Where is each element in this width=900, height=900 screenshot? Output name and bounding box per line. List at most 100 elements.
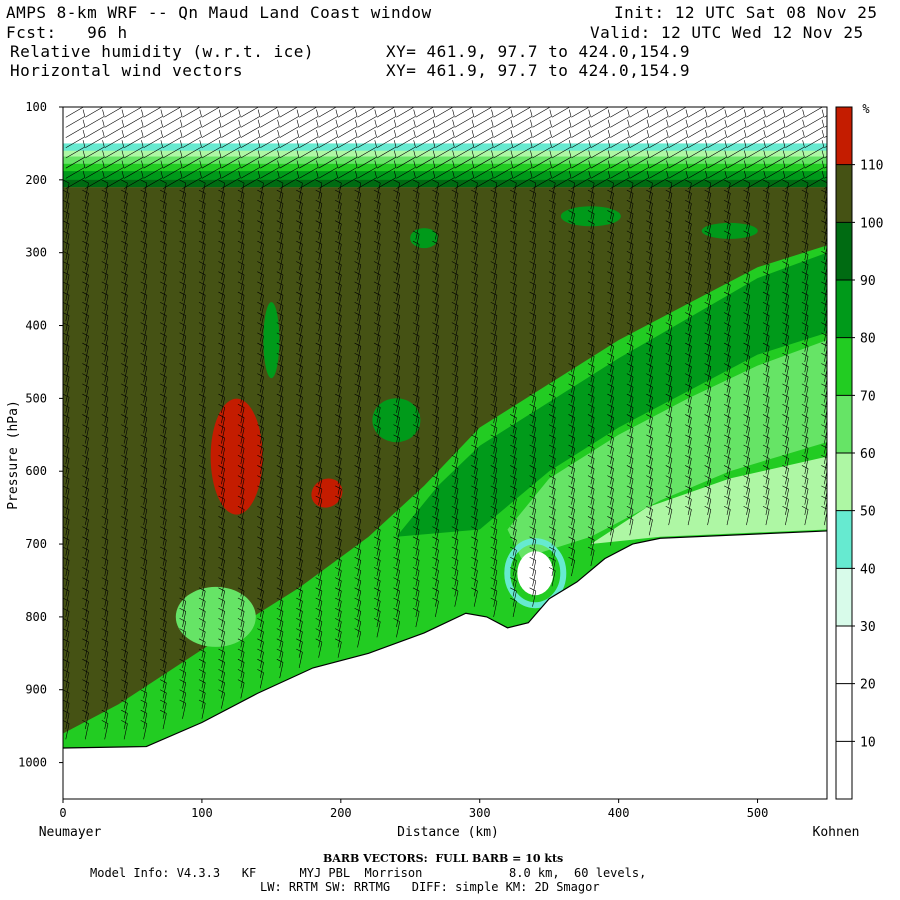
barb-flag — [101, 495, 109, 500]
barb-flag — [179, 689, 186, 694]
barb-flag — [82, 302, 89, 306]
wind-barb — [159, 454, 167, 475]
barb-staff — [221, 387, 225, 403]
barb-staff — [376, 107, 378, 108]
barb-flag — [101, 373, 109, 378]
wind-barb — [121, 618, 128, 638]
wind-barb — [121, 689, 128, 709]
barb-flag — [530, 89, 532, 96]
barb-flag — [180, 140, 183, 148]
barb-flag — [121, 709, 128, 714]
barb-flag — [198, 526, 206, 531]
barb-staff — [162, 407, 167, 424]
barb-flag — [121, 475, 128, 480]
barb-flag — [159, 587, 167, 592]
barb-flag — [63, 179, 70, 184]
wind-barb — [63, 526, 70, 546]
barb-flag — [160, 170, 163, 178]
barb-flag — [218, 189, 225, 194]
barb-flag — [433, 99, 435, 106]
wind-barb — [85, 129, 105, 149]
barb-flag — [140, 485, 148, 490]
wind-barb — [159, 261, 167, 281]
wind-barb — [159, 485, 167, 505]
wind-barb — [82, 720, 89, 740]
wind-barb — [63, 648, 70, 668]
barb-staff — [162, 254, 167, 271]
barb-flag — [219, 99, 221, 106]
wind-barb — [121, 567, 128, 587]
barb-flag — [141, 99, 143, 106]
barb-staff — [201, 146, 222, 159]
barb-staff — [104, 438, 109, 454]
barb-staff — [123, 136, 144, 149]
barb-flag — [218, 414, 225, 418]
barb-flag — [82, 658, 89, 663]
barb-staff — [143, 458, 148, 475]
barb-staff — [201, 611, 206, 628]
barb-staff — [123, 254, 128, 271]
wind-barb — [121, 658, 128, 679]
barb-flag — [179, 332, 186, 337]
wind-barb — [140, 679, 148, 699]
barb-staff — [201, 692, 206, 709]
barb-staff — [162, 366, 167, 383]
barb-flag — [63, 393, 70, 398]
barb-staff — [590, 107, 592, 108]
barb-staff — [85, 126, 105, 138]
wind-barb — [140, 720, 148, 740]
barb-staff — [182, 539, 187, 556]
barb-staff — [162, 692, 167, 709]
barb-flag — [569, 99, 571, 106]
wind-barb — [63, 536, 70, 556]
barb-staff — [84, 366, 89, 383]
barb-staff — [104, 177, 124, 189]
wind-barb — [162, 129, 183, 149]
barb-staff — [143, 468, 148, 485]
wind-barb — [140, 465, 148, 485]
barb-flag — [63, 363, 70, 367]
wind-barb — [82, 240, 89, 261]
wind-barb — [198, 556, 206, 577]
wind-barb — [162, 119, 183, 138]
barb-staff — [201, 167, 222, 179]
wind-barb — [201, 99, 221, 118]
wind-barb — [101, 352, 109, 373]
wind-barb — [493, 89, 513, 108]
barb-flag — [140, 230, 148, 235]
wind-barb — [121, 220, 128, 240]
barb-staff — [162, 156, 183, 169]
barb-flag — [82, 454, 89, 459]
wind-barb — [159, 556, 167, 577]
barb-flag — [140, 709, 148, 714]
wind-barb — [159, 597, 167, 617]
wind-barb — [63, 240, 70, 261]
barb-staff — [123, 682, 128, 699]
wind-barb — [63, 628, 70, 648]
barb-flag — [101, 200, 109, 204]
barb-staff — [104, 611, 109, 628]
wind-barb — [357, 107, 359, 108]
barb-flag — [179, 669, 186, 673]
wind-barb — [140, 363, 148, 383]
barb-staff — [221, 427, 225, 444]
wind-barb — [159, 230, 167, 250]
barb-flag — [101, 403, 109, 408]
barb-staff — [123, 519, 128, 536]
barb-staff — [162, 621, 167, 638]
barb-staff — [162, 529, 167, 546]
barb-staff — [104, 641, 109, 658]
barb-staff — [513, 107, 514, 108]
barb-flag — [511, 89, 513, 96]
barb-flag — [199, 140, 202, 148]
barb-flag — [121, 567, 128, 571]
barb-staff — [65, 703, 70, 719]
barb-flag — [198, 373, 206, 378]
barb-flag — [198, 383, 206, 388]
barb-staff — [104, 203, 109, 220]
barb-staff — [201, 295, 206, 312]
barb-flag — [355, 89, 357, 96]
wind-barb — [82, 669, 89, 689]
wind-barb — [179, 230, 187, 250]
wind-barb — [159, 352, 167, 373]
